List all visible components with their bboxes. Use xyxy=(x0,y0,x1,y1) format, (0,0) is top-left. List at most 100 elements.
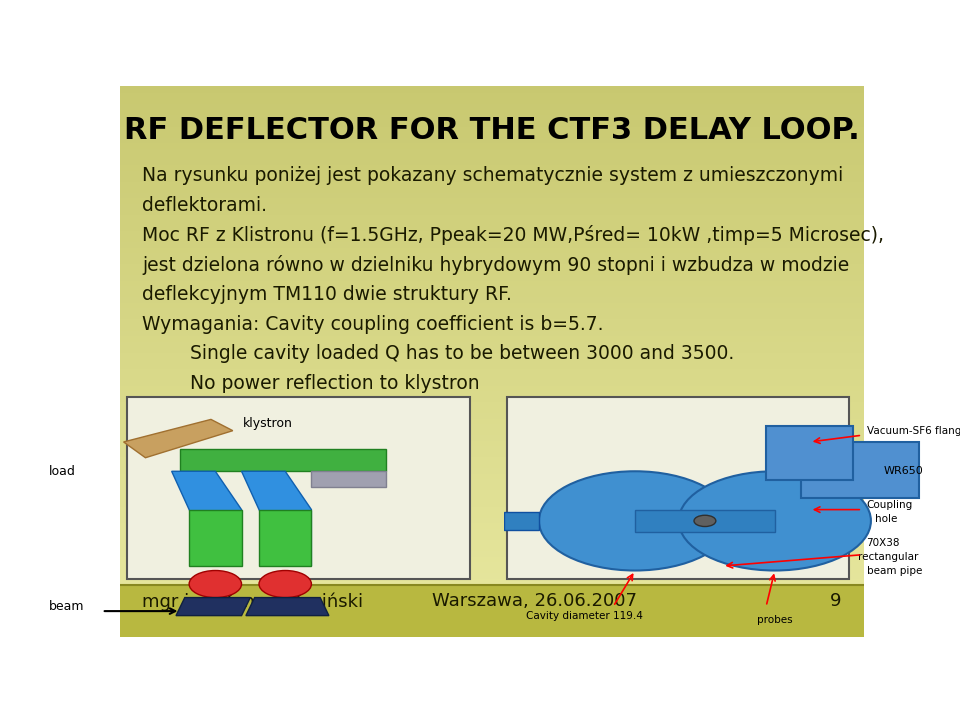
Bar xyxy=(120,554,864,560)
Polygon shape xyxy=(176,598,251,616)
Text: Moc RF z Klistronu (f=1.5GHz, Ppeak=20 MW,Pśred= 10kW ,timp=5 Microsec),: Moc RF z Klistronu (f=1.5GHz, Ppeak=20 M… xyxy=(142,226,884,246)
Bar xyxy=(120,549,864,554)
Polygon shape xyxy=(504,512,539,530)
Bar xyxy=(120,86,864,92)
Bar xyxy=(120,571,864,576)
Bar xyxy=(120,516,864,521)
Text: Cavity diameter 119.4: Cavity diameter 119.4 xyxy=(526,611,642,621)
Bar xyxy=(120,135,864,141)
Bar xyxy=(120,108,864,113)
Bar xyxy=(120,345,864,351)
Bar xyxy=(120,130,864,135)
Bar xyxy=(120,141,864,147)
Text: Vacuum-SF6 flanges: Vacuum-SF6 flanges xyxy=(867,426,960,435)
Bar xyxy=(120,582,864,588)
Polygon shape xyxy=(246,598,329,616)
Bar xyxy=(120,185,864,190)
Polygon shape xyxy=(311,471,386,487)
Bar xyxy=(120,500,864,505)
Bar xyxy=(120,593,864,599)
Bar xyxy=(120,488,864,494)
Text: Coupling: Coupling xyxy=(867,500,913,510)
Bar xyxy=(120,632,864,637)
Bar xyxy=(120,334,864,339)
Bar xyxy=(120,323,864,329)
Bar xyxy=(120,351,864,356)
Text: deflekcyjnym TM110 dwie struktury RF.: deflekcyjnym TM110 dwie struktury RF. xyxy=(142,285,513,304)
Bar xyxy=(120,202,864,207)
Bar xyxy=(120,494,864,500)
Bar xyxy=(120,390,864,395)
Bar xyxy=(120,478,864,483)
Bar xyxy=(120,527,864,533)
Bar xyxy=(120,450,864,455)
Bar xyxy=(120,312,864,317)
Circle shape xyxy=(259,571,311,598)
Bar xyxy=(120,246,864,251)
Bar xyxy=(120,257,864,262)
Bar xyxy=(120,92,864,97)
Polygon shape xyxy=(259,510,311,566)
Text: 9: 9 xyxy=(830,592,842,611)
Bar xyxy=(120,615,864,621)
Text: beam: beam xyxy=(49,600,84,613)
Polygon shape xyxy=(636,510,775,532)
Bar xyxy=(120,213,864,218)
Bar xyxy=(120,190,864,196)
Bar xyxy=(120,543,864,549)
Text: hole: hole xyxy=(876,513,898,523)
Bar xyxy=(120,411,864,417)
Text: Na rysunku poniżej jest pokazany schematycznie system z umieszczonymi: Na rysunku poniżej jest pokazany schemat… xyxy=(142,166,844,185)
Polygon shape xyxy=(124,420,233,458)
Bar xyxy=(120,455,864,461)
Bar xyxy=(120,400,864,406)
Polygon shape xyxy=(172,471,242,566)
Bar xyxy=(120,180,864,185)
Bar xyxy=(120,585,864,637)
Bar xyxy=(120,417,864,422)
Bar xyxy=(120,169,864,174)
Bar xyxy=(120,268,864,274)
Bar xyxy=(120,301,864,306)
Bar xyxy=(120,427,864,433)
Text: 70X38: 70X38 xyxy=(867,538,900,548)
Bar xyxy=(120,372,864,378)
Bar xyxy=(120,533,864,538)
Bar xyxy=(120,406,864,411)
Bar xyxy=(120,207,864,213)
Bar xyxy=(120,329,864,334)
Text: probes: probes xyxy=(757,615,793,625)
Bar xyxy=(120,279,864,284)
Bar xyxy=(120,235,864,241)
Text: jest dzielona równo w dzielniku hybrydowym 90 stopni i wzbudza w modzie: jest dzielona równo w dzielniku hybrydow… xyxy=(142,255,850,275)
Bar xyxy=(120,339,864,345)
Bar xyxy=(120,466,864,472)
Bar xyxy=(120,422,864,427)
Bar xyxy=(120,444,864,450)
Text: rectangular: rectangular xyxy=(858,552,918,562)
Bar xyxy=(120,119,864,125)
Bar xyxy=(120,163,864,168)
Bar xyxy=(120,356,864,362)
Text: No power reflection to klystron: No power reflection to klystron xyxy=(142,374,480,393)
FancyBboxPatch shape xyxy=(128,397,469,579)
Bar xyxy=(120,604,864,610)
Bar xyxy=(120,538,864,543)
FancyBboxPatch shape xyxy=(507,397,849,579)
Bar xyxy=(120,367,864,372)
Bar xyxy=(120,223,864,229)
Bar xyxy=(120,125,864,130)
Bar xyxy=(120,566,864,571)
Bar xyxy=(120,483,864,488)
Bar xyxy=(120,621,864,626)
Text: deflektorami.: deflektorami. xyxy=(142,195,267,215)
Bar xyxy=(120,229,864,235)
Bar xyxy=(120,395,864,400)
Text: WR650: WR650 xyxy=(884,466,924,476)
Bar xyxy=(120,241,864,246)
Text: Warszawa, 26.06.2007: Warszawa, 26.06.2007 xyxy=(432,592,637,611)
Text: klystron: klystron xyxy=(243,417,293,430)
Bar xyxy=(120,439,864,444)
Polygon shape xyxy=(180,449,386,471)
Bar xyxy=(120,262,864,268)
